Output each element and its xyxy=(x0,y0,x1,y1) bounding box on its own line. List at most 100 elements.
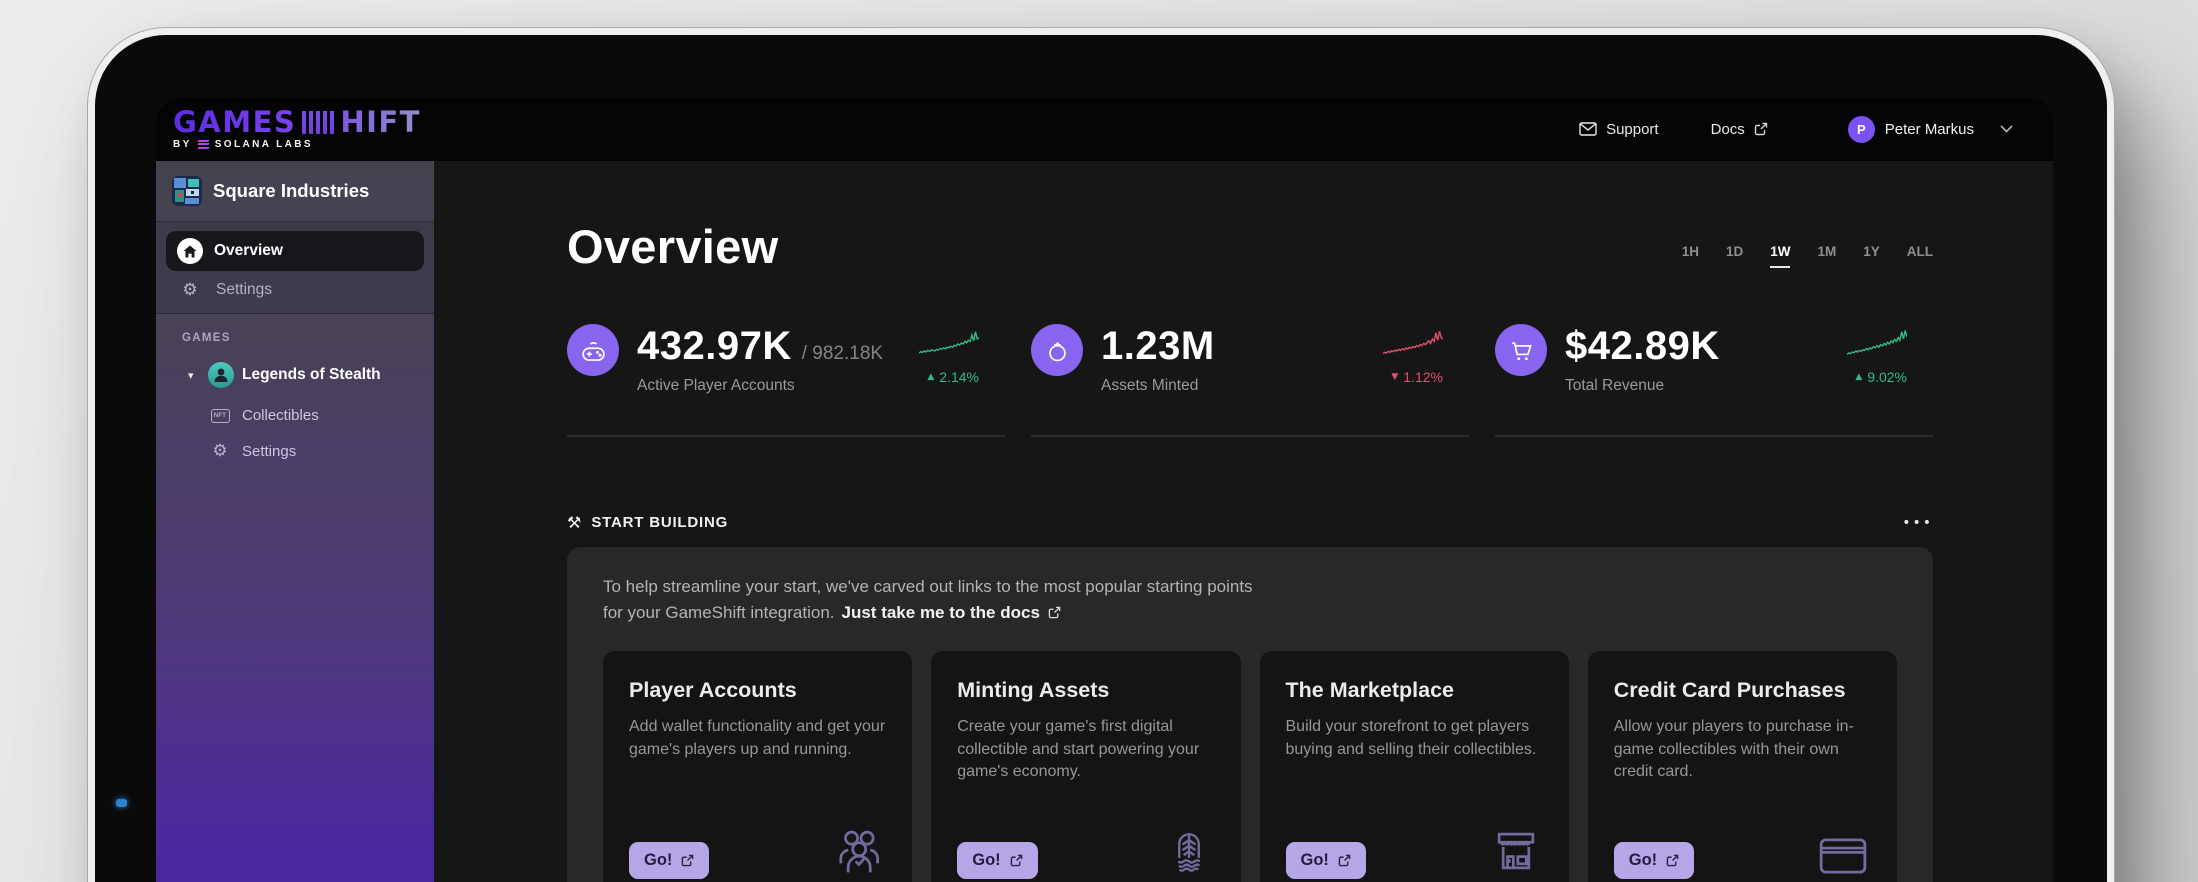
sidebar-item-label: Settings xyxy=(242,443,297,460)
start-building-header: ⚒ START BUILDING ••• xyxy=(567,513,1933,532)
page-header: Overview 1H 1D 1W 1M 1Y ALL xyxy=(567,219,1933,274)
sparkline-chart xyxy=(1847,330,1907,355)
range-all[interactable]: ALL xyxy=(1906,244,1933,259)
docs-link[interactable]: Docs xyxy=(1711,121,1768,138)
card-title: Credit Card Purchases xyxy=(1613,678,1846,702)
sidebar-nav: Overview ⚙ Settings xyxy=(156,221,434,314)
sparkline-chart xyxy=(1383,331,1443,355)
main-content: Overview 1H 1D 1W 1M 1Y ALL xyxy=(434,161,2053,882)
logo-bars-glyph xyxy=(302,111,335,134)
app-screen: GAMES HIFT BY SOLANA LABS xyxy=(156,97,2053,882)
external-link-icon xyxy=(1048,604,1061,623)
sparkline-chart xyxy=(919,331,979,354)
sidebar-item-settings[interactable]: ⚙ Settings xyxy=(166,271,424,301)
stat-value: 432.97K xyxy=(637,324,792,368)
stat-trend: ▲ 2.14% xyxy=(919,324,979,395)
stat-label: Active Player Accounts xyxy=(637,377,795,394)
stat-value: $42.89K xyxy=(1565,324,1720,368)
sidebar-item-game[interactable]: ▾ Legends of Stealth xyxy=(170,362,420,388)
gameshift-logo[interactable]: GAMES HIFT BY SOLANA LABS xyxy=(173,108,421,151)
workspace-avatar xyxy=(172,176,202,206)
card-description: Create your game's first digital collect… xyxy=(957,718,1200,781)
workspace-switcher[interactable]: Square Industries xyxy=(156,161,434,221)
user-name: Peter Markus xyxy=(1884,120,1974,138)
games-section-label: GAMES xyxy=(182,332,231,344)
logo-brand-text: SOLANA LABS xyxy=(214,139,313,150)
top-bar: GAMES HIFT BY SOLANA LABS xyxy=(156,97,2053,161)
logo-wordmark: GAMES HIFT xyxy=(173,108,421,137)
range-1d[interactable]: 1D xyxy=(1725,244,1744,259)
section-menu-button[interactable]: ••• xyxy=(1902,514,1933,531)
card-title: The Marketplace xyxy=(1285,678,1454,702)
stat-secondary: / 982.18K xyxy=(801,343,884,364)
avatar: P xyxy=(1847,115,1875,143)
logo-text-hift: HIFT xyxy=(340,105,421,139)
card-description: Build your storefront to get players buy… xyxy=(1285,718,1537,758)
solana-icon xyxy=(197,139,210,150)
cart-icon xyxy=(1495,324,1547,376)
page-title: Overview xyxy=(567,220,779,273)
range-1w[interactable]: 1W xyxy=(1770,244,1791,268)
sidebar-item-label: Collectibles xyxy=(242,407,319,424)
stat-assets-minted: 1.23M Assets Minted ▼ 1.12% xyxy=(1031,324,1469,437)
stat-change: ▲ 2.14% xyxy=(927,369,979,385)
stat-change: ▼ 1.12% xyxy=(1391,369,1443,385)
chevron-down-icon xyxy=(2000,125,2013,133)
workspace-name: Square Industries xyxy=(213,180,370,201)
gear-icon: ⚙ xyxy=(212,441,228,461)
sidebar-item-label: Overview xyxy=(214,242,283,259)
sidebar-item-collectibles[interactable]: NFT Collectibles xyxy=(170,407,420,424)
docs-inline-link[interactable]: Just take me to the docs xyxy=(841,602,1040,622)
sidebar-item-game-settings[interactable]: ⚙ Settings xyxy=(170,441,420,461)
stat-active-players: 432.97K / 982.18K Active Player Accounts… xyxy=(567,324,1005,437)
tools-icon: ⚒ xyxy=(567,513,582,532)
go-button[interactable]: Go! xyxy=(957,842,1038,879)
range-1y[interactable]: 1Y xyxy=(1863,244,1880,259)
card-description: Allow your players to purchase in-game c… xyxy=(1613,718,1854,781)
go-button[interactable]: Go! xyxy=(629,842,710,879)
card-title: Minting Assets xyxy=(957,678,1110,702)
game-avatar xyxy=(208,362,234,388)
logo-by-text: BY xyxy=(173,139,192,150)
go-button[interactable]: Go! xyxy=(1285,842,1366,879)
sidebar-item-label: Settings xyxy=(216,281,273,298)
card-minting-assets: Minting Assets Create your game's first … xyxy=(931,651,1241,882)
user-menu[interactable]: P Peter Markus xyxy=(1847,115,2013,143)
card-player-accounts: Player Accounts Add wallet functionality… xyxy=(603,651,913,882)
stat-change: ▲ 9.02% xyxy=(1855,369,1907,385)
stat-text: 1.23M Assets Minted xyxy=(1101,324,1215,395)
mail-icon xyxy=(1579,122,1597,136)
gamepad-icon xyxy=(567,324,619,376)
logo-byline: BY SOLANA LABS xyxy=(173,139,421,150)
card-marketplace: The Marketplace Build your storefront to… xyxy=(1259,651,1569,882)
starting-point-cards: Player Accounts Add wallet functionality… xyxy=(603,651,1897,882)
stat-text: $42.89K Total Revenue xyxy=(1565,324,1720,395)
players-group-icon xyxy=(832,823,886,879)
card-credit-card: Credit Card Purchases Allow your players… xyxy=(1587,651,1897,882)
expander-triangle-icon[interactable]: ▾ xyxy=(188,368,194,382)
section-title: START BUILDING xyxy=(591,514,729,531)
logo-text-games: GAMES xyxy=(173,105,297,139)
stat-trend: ▲ 9.02% xyxy=(1847,324,1907,395)
start-building-panel: To help streamline your start, we've car… xyxy=(567,547,1933,882)
time-range-selector: 1H 1D 1W 1M 1Y ALL xyxy=(1682,244,1933,274)
go-button[interactable]: Go! xyxy=(1613,842,1695,879)
sidebar-item-overview[interactable]: Overview xyxy=(166,231,424,271)
stat-label: Assets Minted xyxy=(1101,377,1199,394)
stat-text: 432.97K / 982.18K Active Player Accounts xyxy=(637,324,883,395)
gear-icon: ⚙ xyxy=(182,279,198,300)
stat-label: Total Revenue xyxy=(1565,377,1665,394)
bezel-camera xyxy=(116,799,127,807)
tree-icon xyxy=(1163,823,1215,879)
stat-trend: ▼ 1.12% xyxy=(1383,324,1443,395)
support-label: Support xyxy=(1606,120,1659,138)
game-name: Legends of Stealth xyxy=(242,366,381,383)
nft-icon: NFT xyxy=(208,408,232,423)
tablet-device-frame: GAMES HIFT BY SOLANA LABS xyxy=(87,27,2115,882)
range-1h[interactable]: 1H xyxy=(1681,244,1699,259)
topbar-actions: Support Docs P Peter Markus xyxy=(1579,115,2013,143)
stat-total-revenue: $42.89K Total Revenue ▲ 9.02% xyxy=(1495,324,1933,437)
support-link[interactable]: Support xyxy=(1579,121,1659,138)
range-1m[interactable]: 1M xyxy=(1817,244,1837,259)
external-link-icon xyxy=(1754,122,1768,136)
